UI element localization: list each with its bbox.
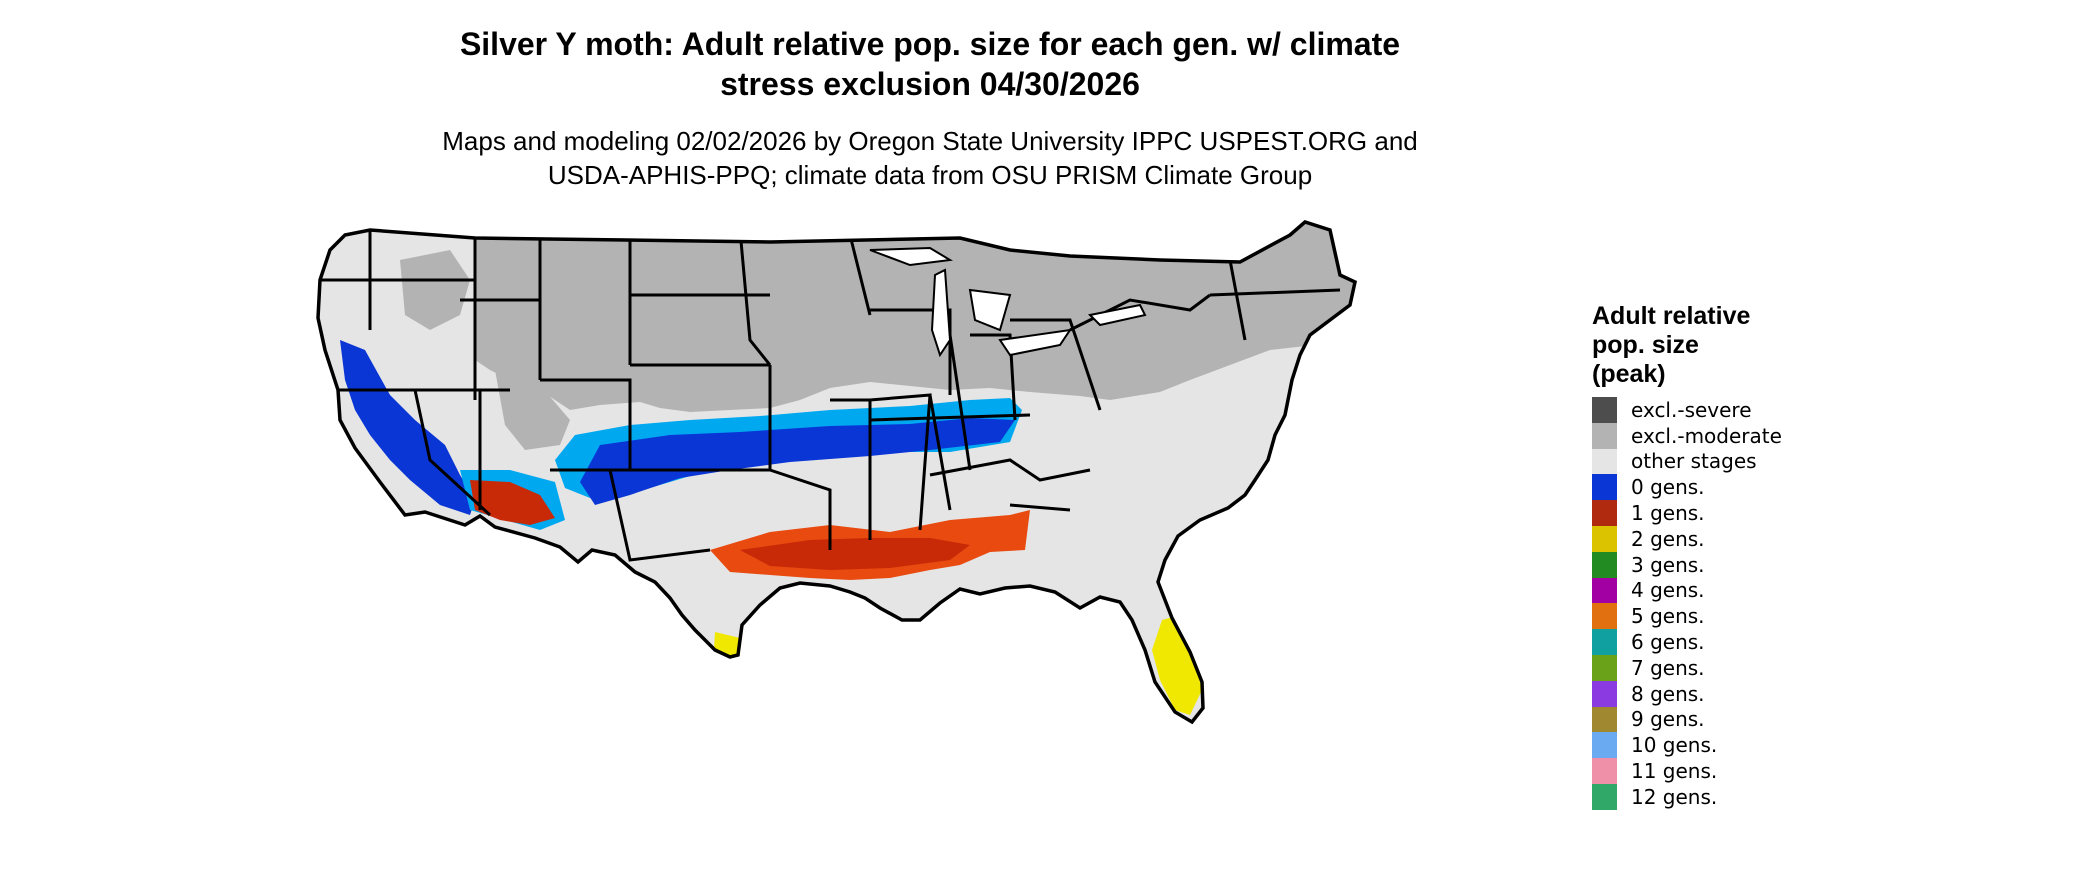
legend-swatch (1592, 422, 1617, 449)
legend-item: 11 gens. (1592, 758, 1922, 784)
legend-label: 6 gens. (1631, 630, 1705, 655)
legend-title-line-1: Adult relative (1592, 302, 1751, 330)
legend-label: 11 gens. (1631, 759, 1718, 784)
legend-item: 7 gens. (1592, 654, 1922, 681)
legend-swatch (1592, 551, 1617, 578)
legend-swatch (1592, 732, 1617, 759)
region-excl-west (400, 250, 470, 330)
legend-label: 1 gens. (1631, 501, 1705, 526)
map-subtitle-line-2: USDA-APHIS-PPQ; climate data from OSU PR… (547, 160, 1313, 190)
legend-label: other stages (1631, 449, 1757, 474)
legend-item: 8 gens. (1592, 680, 1922, 707)
legend-item: 3 gens. (1592, 551, 1922, 578)
map-subtitle: Maps and modeling 02/02/2026 by Oregon S… (300, 124, 1560, 192)
legend-swatch (1592, 448, 1617, 475)
legend-label: excl.-moderate (1631, 423, 1782, 448)
legend-label: 0 gens. (1631, 475, 1705, 500)
region-excl-rockies (495, 370, 570, 450)
legend-item: 5 gens. (1592, 603, 1922, 630)
map-title-line-2: stress exclusion 04/30/2026 (720, 66, 1140, 102)
region-0-gens-dark (580, 418, 1015, 505)
legend-label: 10 gens. (1631, 733, 1718, 758)
legend-swatch (1592, 680, 1617, 707)
legend-label: 5 gens. (1631, 604, 1705, 629)
legend-item: 6 gens. (1592, 629, 1922, 655)
legend-swatch (1592, 654, 1617, 681)
legend-swatch (1592, 758, 1617, 784)
legend-item: 1 gens. (1592, 500, 1922, 526)
legend-swatch (1592, 603, 1617, 630)
legend-label: 9 gens. (1631, 707, 1705, 732)
legend-item: 4 gens. (1592, 577, 1922, 604)
legend-item: 0 gens. (1592, 474, 1922, 501)
legend-item: 10 gens. (1592, 732, 1922, 759)
legend: Adult relative pop. size (peak) excl.-se… (1592, 302, 1922, 810)
legend-title-line-3: (peak) (1592, 360, 1666, 388)
legend-label: 3 gens. (1631, 552, 1705, 577)
legend-swatch (1592, 500, 1617, 526)
legend-label: 12 gens. (1631, 784, 1718, 809)
map-title: Silver Y moth: Adult relative pop. size … (300, 24, 1560, 104)
great-lakes (869, 246, 1147, 358)
legend-swatch (1592, 577, 1617, 604)
legend-item: excl.-moderate (1592, 422, 1922, 449)
region-1-gens-arizona (470, 480, 555, 525)
legend-item: other stages (1592, 448, 1922, 475)
legend-item: 12 gens. (1592, 783, 1922, 810)
legend-item: 9 gens. (1592, 706, 1922, 733)
legend-label: excl.-severe (1631, 397, 1752, 422)
legend-swatch (1592, 525, 1617, 552)
legend-swatch (1592, 706, 1617, 733)
legend-swatch (1592, 397, 1617, 423)
legend-label: 7 gens. (1631, 655, 1705, 680)
map-subtitle-line-1: Maps and modeling 02/02/2026 by Oregon S… (442, 126, 1418, 156)
legend-swatch (1592, 474, 1617, 501)
region-1-gens-gulf-dark (740, 538, 970, 570)
us-map (316, 220, 1357, 724)
legend-items: excl.-severe excl.-moderate other stages 0 … (1592, 397, 1922, 810)
legend-label: 4 gens. (1631, 578, 1705, 603)
map-title-line-1: Silver Y moth: Adult relative pop. size … (459, 26, 1401, 62)
legend-label: 8 gens. (1631, 681, 1705, 706)
legend-swatch (1592, 783, 1617, 810)
legend-item: 2 gens. (1592, 525, 1922, 552)
legend-title-line-2: pop. size (1592, 331, 1699, 359)
state-borders (320, 229, 1341, 562)
legend-title: Adult relative pop. size (peak) (1592, 302, 1922, 389)
legend-label: 2 gens. (1631, 526, 1705, 551)
legend-swatch (1592, 629, 1617, 655)
legend-item: excl.-severe (1592, 397, 1922, 423)
